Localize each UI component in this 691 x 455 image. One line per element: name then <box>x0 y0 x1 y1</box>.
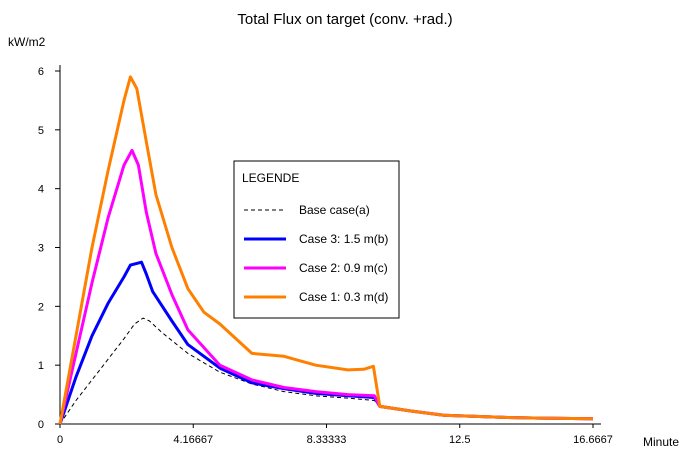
legend-label: Case 2: 0.9 m(c) <box>299 261 388 275</box>
series-line <box>59 317 594 425</box>
legend-items: Base case(a) Case 3: 1.5 m(b) Case 2: 0.9 … <box>244 203 388 304</box>
x-tick-label: 0 <box>57 434 63 446</box>
legend-label: Case 3: 1.5 m(b) <box>299 232 388 246</box>
legend-title: LEGENDE <box>242 171 299 185</box>
series-layer <box>58 75 594 425</box>
legend: LEGENDE Base case(a) Case 3: 1.5 m(b) Case… <box>233 160 400 319</box>
y-tick-label: 6 <box>38 66 44 78</box>
y-axis-label: kW/m2 <box>8 35 46 49</box>
y-tick-label: 2 <box>38 301 44 313</box>
x-tick-label: 12.5 <box>449 434 470 446</box>
y-tick-label: 4 <box>38 184 44 196</box>
legend-label: Case 1: 0.3 m(d) <box>299 290 388 304</box>
y-tick-label: 1 <box>38 360 44 372</box>
series-line <box>58 75 594 425</box>
legend-label: Base case(a) <box>299 203 370 217</box>
axes: 0 1 2 3 4 5 6 0 4.16667 8.33333 12.5 16.6667 <box>38 65 613 446</box>
x-tick-label: 16.6667 <box>573 434 613 446</box>
y-tick-label: 5 <box>38 125 44 137</box>
x-tick-label: 8.33333 <box>307 434 347 446</box>
y-tick-label: 0 <box>38 419 44 431</box>
chart-title: Total Flux on target (conv. +rad.) <box>237 11 452 28</box>
x-axis-label: Minute <box>643 435 679 449</box>
y-tick-label: 3 <box>38 243 44 255</box>
x-tick-label: 4.16667 <box>173 434 213 446</box>
